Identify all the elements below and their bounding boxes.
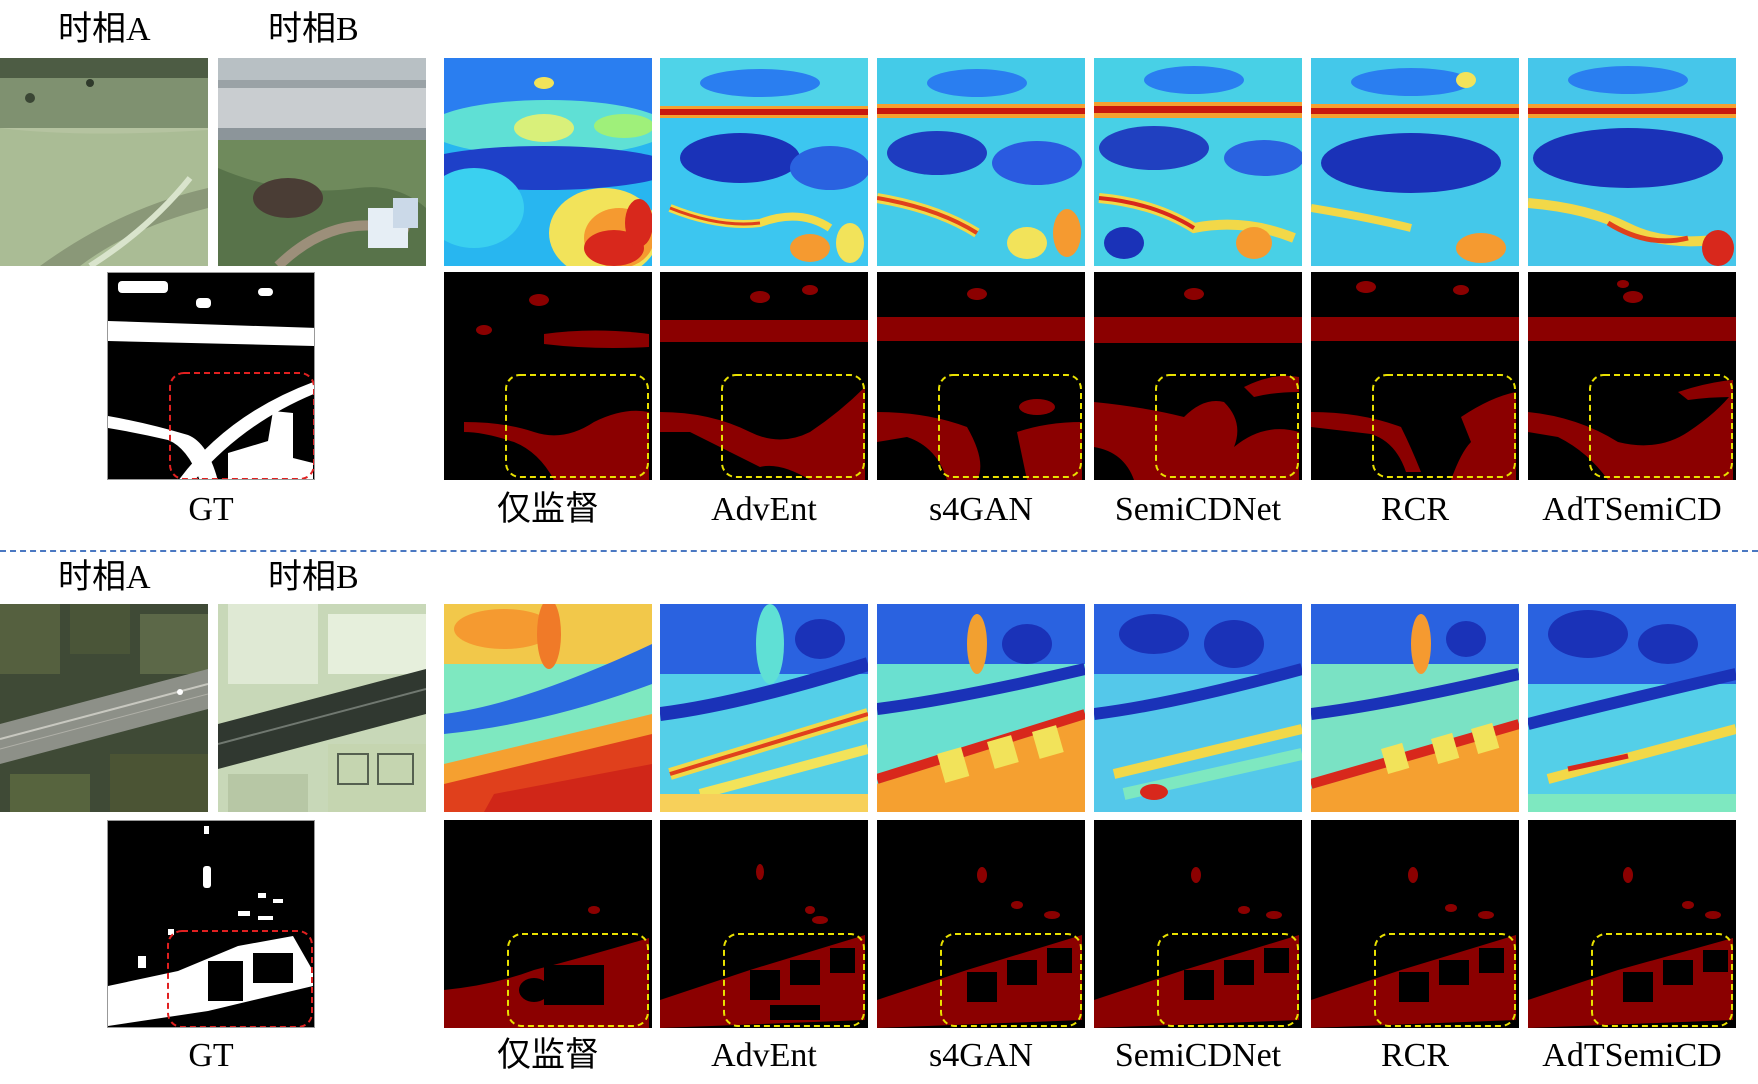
- mask-adtsemicd: [1528, 820, 1736, 1028]
- gt-label: GT: [107, 490, 315, 530]
- heatmap-adtsemicd: [1528, 58, 1736, 266]
- method-label: AdTSemiCD: [1528, 490, 1736, 530]
- mask-supervised: [444, 820, 652, 1028]
- time-a-image: [0, 58, 208, 266]
- time-b-image: [218, 604, 426, 812]
- mask-advent: [660, 272, 868, 480]
- gt-label: GT: [107, 1036, 315, 1076]
- method-label: AdvEnt: [660, 1036, 868, 1076]
- ground-truth-mask: [107, 272, 315, 480]
- mask-supervised: [444, 272, 652, 480]
- method-label: RCR: [1311, 490, 1519, 530]
- method-label: SemiCDNet: [1094, 1036, 1302, 1076]
- mask-s4gan: [877, 272, 1085, 480]
- heatmap-rcr: [1311, 604, 1519, 812]
- mask-semicdnet: [1094, 820, 1302, 1028]
- heatmap-supervised: [444, 58, 652, 266]
- method-label: RCR: [1311, 1036, 1519, 1076]
- mask-s4gan: [877, 820, 1085, 1028]
- time-a-label: 时相A: [58, 10, 151, 50]
- time-b-image: [218, 58, 426, 266]
- mask-adtsemicd: [1528, 272, 1736, 480]
- heatmap-s4gan: [877, 604, 1085, 812]
- heatmap-semicdnet: [1094, 604, 1302, 812]
- ground-truth-mask: [107, 820, 315, 1028]
- method-label: SemiCDNet: [1094, 490, 1302, 530]
- method-label: AdTSemiCD: [1528, 1036, 1736, 1076]
- method-label: s4GAN: [877, 1036, 1085, 1076]
- mask-semicdnet: [1094, 272, 1302, 480]
- heatmap-advent: [660, 604, 868, 812]
- heatmap-s4gan: [877, 58, 1085, 266]
- time-b-label: 时相B: [268, 558, 359, 598]
- method-label: AdvEnt: [660, 490, 868, 530]
- group-divider: [0, 550, 1758, 552]
- method-label: s4GAN: [877, 490, 1085, 530]
- heatmap-rcr: [1311, 58, 1519, 266]
- method-label: 仅监督: [444, 490, 652, 530]
- mask-rcr: [1311, 820, 1519, 1028]
- heatmap-supervised: [444, 604, 652, 812]
- heatmap-advent: [660, 58, 868, 266]
- heatmap-semicdnet: [1094, 58, 1302, 266]
- time-b-label: 时相B: [268, 10, 359, 50]
- mask-advent: [660, 820, 868, 1028]
- time-a-image: [0, 604, 208, 812]
- time-a-label: 时相A: [58, 558, 151, 598]
- method-label: 仅监督: [444, 1036, 652, 1076]
- mask-rcr: [1311, 272, 1519, 480]
- heatmap-adtsemicd: [1528, 604, 1736, 812]
